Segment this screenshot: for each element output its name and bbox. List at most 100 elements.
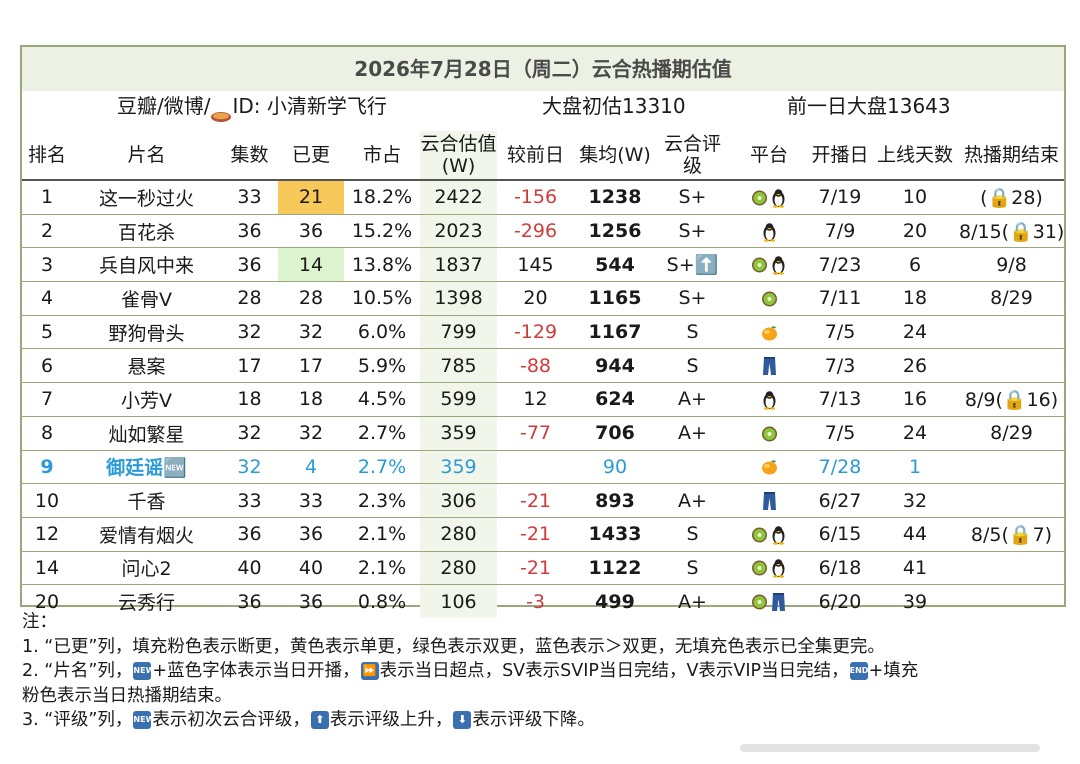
- cell-days: 32: [871, 483, 959, 518]
- header-name: 片名: [127, 144, 166, 166]
- cell-platform: [729, 281, 809, 316]
- cell-rank: 4: [22, 281, 72, 316]
- cell-end: [959, 449, 1064, 484]
- cell-value: 106: [420, 584, 497, 618]
- cell-updated: 33: [278, 483, 344, 518]
- cell-updated: 36: [278, 213, 344, 248]
- new-badge-icon: NEW: [133, 711, 154, 729]
- cell-diff: -21: [497, 550, 574, 585]
- cell-share: 6.0%: [344, 314, 420, 349]
- cell-grade: S+: [656, 178, 729, 215]
- cell-episodes: 18: [221, 382, 278, 417]
- cell-value: 1398: [420, 281, 497, 316]
- cell-value: 280: [420, 550, 497, 585]
- cell-updated: 40: [278, 550, 344, 585]
- cell-name: 灿如繁星: [72, 415, 221, 450]
- cell-rank: 2: [22, 213, 72, 248]
- cell-platform: [729, 247, 809, 282]
- cell-value: 785: [420, 348, 497, 383]
- cell-diff: -21: [497, 483, 574, 518]
- cell-avg: 944: [574, 348, 656, 383]
- cell-start: 7/5: [809, 415, 871, 450]
- cell-days: 26: [871, 348, 959, 383]
- cell-episodes: 32: [221, 314, 278, 349]
- mango-icon: [761, 457, 778, 477]
- header-start: 开播日: [811, 144, 869, 166]
- cell-days: 16: [871, 382, 959, 417]
- cell-end: (🔒28): [959, 178, 1064, 215]
- market-initial: 大盘初估13310: [542, 94, 686, 118]
- table-row: 2 百花杀 36 36 15.2% 2023 -296 1256 S+ 7/9 20 8/15(🔒31…: [22, 213, 1064, 248]
- cell-updated: 21: [278, 178, 344, 215]
- cell-avg: 1238: [574, 178, 656, 215]
- cell-platform: [729, 314, 809, 349]
- cell-updated: 17: [278, 348, 344, 383]
- table-row: 1 这一秒过火 33 21 18.2% 2422 -156 1238 S+ 7/19 10 (🔒28): [22, 178, 1064, 215]
- kiwi-icon: [751, 592, 768, 612]
- cell-episodes: 36: [221, 247, 278, 282]
- cell-avg: 706: [574, 415, 656, 450]
- cell-name: 千香: [72, 483, 221, 518]
- cell-grade: S: [656, 516, 729, 552]
- cell-grade: [656, 449, 729, 484]
- cell-episodes: 36: [221, 516, 278, 552]
- cell-grade: S+: [656, 281, 729, 316]
- header-value: 云合估值(W): [420, 131, 497, 180]
- cell-avg: 544: [574, 247, 656, 282]
- cell-name: 问心2: [72, 550, 221, 585]
- cell-rank: 10: [22, 483, 72, 518]
- watermark-dots: [740, 744, 1040, 752]
- cell-rank: 14: [22, 550, 72, 585]
- cell-share: 15.2%: [344, 213, 420, 248]
- market-prev: 前一日大盘13643: [787, 94, 951, 118]
- cell-end: 8/15(🔒31): [959, 213, 1064, 248]
- sweet-potato-icon: [210, 101, 232, 122]
- cell-name: 小芳V: [72, 382, 221, 417]
- header-rank: 排名: [27, 144, 66, 166]
- arrow-up-icon: ⬆: [310, 711, 329, 729]
- cell-name: 爱情有烟火: [72, 516, 221, 552]
- cell-grade: A+: [656, 382, 729, 417]
- cell-value: 359: [420, 449, 497, 484]
- cell-platform: [729, 415, 809, 450]
- jeans-icon: [770, 592, 787, 612]
- cell-name: 雀骨V: [72, 281, 221, 316]
- cell-rank: 5: [22, 314, 72, 349]
- cell-start: 7/11: [809, 281, 871, 316]
- cell-rank: 8: [22, 415, 72, 450]
- cell-diff: -21: [497, 516, 574, 552]
- cell-start: 7/5: [809, 314, 871, 349]
- header-avg: 集均(W): [579, 144, 651, 166]
- notes-title: 注：: [22, 612, 57, 632]
- cell-platform: [729, 516, 809, 552]
- cell-end: [959, 348, 1064, 383]
- cell-start: 7/9: [809, 213, 871, 248]
- end-badge-icon: END: [849, 662, 868, 680]
- cell-rank: 20: [22, 584, 72, 618]
- kiwi-icon: [761, 424, 778, 444]
- header-share: 市占: [362, 144, 401, 166]
- cell-platform: [729, 483, 809, 518]
- cell-avg: 499: [574, 584, 656, 618]
- cell-end: [959, 314, 1064, 349]
- note-1: 1. “已更”列，填充粉色表示断更，黄色表示单更，绿色表示双更，蓝色表示＞双更，…: [22, 636, 885, 657]
- cell-share: 2.1%: [344, 516, 420, 552]
- cell-value: 799: [420, 314, 497, 349]
- cell-value: 1837: [420, 247, 497, 282]
- cell-platform: [729, 550, 809, 585]
- cell-share: 10.5%: [344, 281, 420, 316]
- cell-start: 7/23: [809, 247, 871, 282]
- mango-icon: [761, 323, 778, 343]
- cell-start: 7/28: [809, 449, 871, 484]
- cell-rank: 6: [22, 348, 72, 383]
- penguin-icon: [770, 188, 787, 208]
- cell-share: 4.5%: [344, 382, 420, 417]
- cell-value: 306: [420, 483, 497, 518]
- cell-start: 7/13: [809, 382, 871, 417]
- cell-grade: A+: [656, 415, 729, 450]
- cell-avg: 1122: [574, 550, 656, 585]
- cell-platform: [729, 449, 809, 484]
- cell-updated: 36: [278, 584, 344, 618]
- cell-name: 这一秒过火: [72, 178, 221, 215]
- penguin-icon: [761, 222, 778, 242]
